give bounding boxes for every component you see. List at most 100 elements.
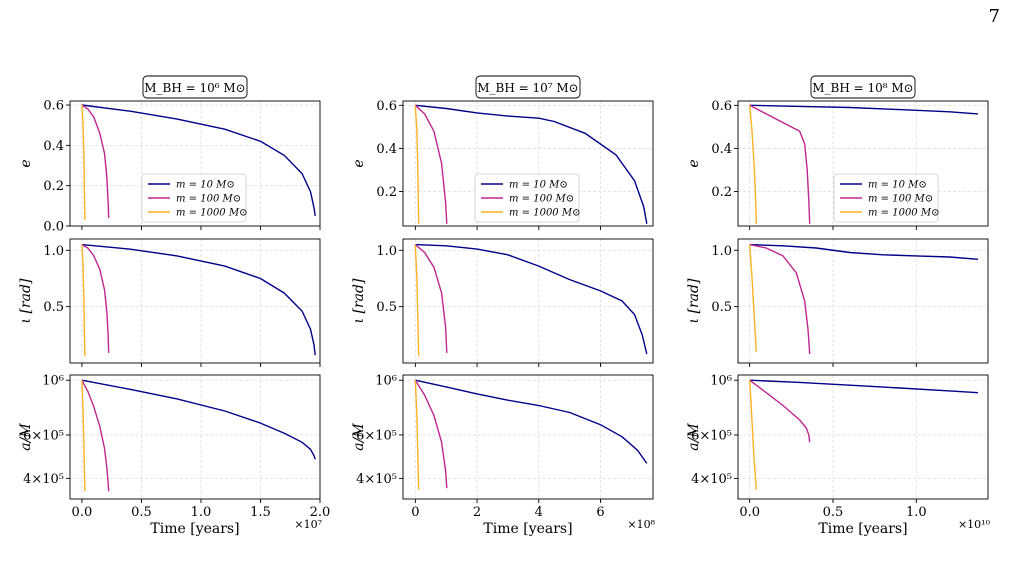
- legend-label: m = 100 M⊙: [868, 194, 933, 205]
- y-tick-label: 1.0: [376, 244, 397, 259]
- y-axis-label: a/M: [18, 423, 34, 451]
- series-line: [81, 379, 316, 460]
- x-tick-label: 1.0: [906, 505, 927, 520]
- subplot-title-box: [810, 75, 916, 99]
- y-tick-label: 10⁶: [375, 374, 397, 389]
- subplot-grid: M_BH = 10⁶ M⊙ 0.0 0.2 0.4 0.6 e m = 10 M⊙ m = 1…: [18, 75, 991, 537]
- x-multiplier: ×10⁸: [627, 518, 655, 531]
- x-axis-label: Time [years]: [483, 521, 572, 537]
- legend-label: m = 10 M⊙: [868, 180, 927, 191]
- x-tick-label: 0: [411, 505, 419, 520]
- subplot-title-box: [475, 75, 581, 99]
- legend-box: [474, 173, 580, 223]
- x-tick-label: 2.0: [310, 505, 331, 520]
- legend-label: m = 10 M⊙: [509, 180, 568, 191]
- legend-label: m = 1000 M⊙: [868, 208, 939, 219]
- y-tick-label: 0.4: [43, 139, 64, 154]
- series-line: [749, 104, 811, 224]
- y-tick-label: 0.6: [376, 99, 397, 114]
- axes-frame: [737, 374, 989, 500]
- series-line: [749, 379, 979, 394]
- y-axis-label: ι [rad]: [686, 278, 702, 323]
- y-tick-label: 0.5: [43, 300, 64, 315]
- legend-label: m = 1000 M⊙: [176, 208, 247, 219]
- x-tick-label: 0.0: [72, 505, 93, 520]
- legend-box: [141, 173, 247, 223]
- x-tick-label: 2: [473, 505, 481, 520]
- axes-frame: [737, 100, 989, 227]
- y-axis-label: e: [351, 159, 367, 167]
- y-tick-label: 0.2: [711, 185, 732, 200]
- axes-frame: [402, 374, 654, 500]
- series-line: [415, 243, 648, 355]
- x-tick-label: 6: [596, 505, 604, 520]
- y-tick-label: 4×10⁵: [356, 472, 397, 487]
- series-line: [415, 379, 648, 464]
- series-line: [414, 244, 420, 357]
- subplot-title-box: [142, 75, 248, 99]
- subplot-title: M_BH = 10⁷ M⊙: [477, 81, 579, 95]
- x-tick-label: 0.5: [823, 505, 844, 520]
- x-tick-label: 4: [535, 505, 543, 520]
- y-tick-label: 4×10⁵: [23, 472, 64, 487]
- x-tick-label: 1.5: [250, 505, 271, 520]
- y-tick-label: 6×10⁵: [691, 428, 732, 443]
- legend-label: m = 100 M⊙: [509, 194, 574, 205]
- y-tick-label: 4×10⁵: [691, 472, 732, 487]
- legend-box: [833, 173, 939, 223]
- series-line: [81, 104, 110, 218]
- series-line: [81, 244, 86, 357]
- legend-label: m = 1000 M⊙: [509, 208, 580, 219]
- y-axis-label: e: [686, 159, 702, 167]
- y-axis-label: ι [rad]: [351, 278, 367, 323]
- y-tick-label: 10⁶: [42, 374, 64, 389]
- x-multiplier: ×10⁷: [294, 518, 322, 531]
- y-tick-label: 0.2: [376, 185, 397, 200]
- series-line: [749, 105, 757, 224]
- y-tick-label: 0.4: [376, 142, 397, 157]
- series-line: [81, 104, 86, 221]
- y-tick-label: 0.2: [43, 179, 64, 194]
- y-tick-label: 0.4: [711, 142, 732, 157]
- series-line: [414, 379, 448, 489]
- series-line: [81, 104, 316, 217]
- y-tick-label: 1.0: [43, 244, 64, 259]
- series-line: [414, 244, 448, 353]
- x-multiplier: ×10¹⁰: [958, 518, 991, 531]
- series-line: [414, 380, 420, 490]
- y-tick-label: 6×10⁵: [356, 428, 397, 443]
- y-tick-label: 6×10⁵: [23, 428, 64, 443]
- axes-frame: [737, 238, 989, 364]
- x-tick-label: 1.0: [191, 505, 212, 520]
- y-tick-label: 0.5: [376, 300, 397, 315]
- y-axis-label: e: [18, 159, 34, 167]
- series-line: [749, 244, 757, 352]
- series-line: [749, 243, 979, 260]
- x-tick-label: 0.0: [739, 505, 760, 520]
- x-axis-label: Time [years]: [150, 521, 239, 537]
- legend-label: m = 10 M⊙: [176, 180, 235, 191]
- x-axis-label: Time [years]: [818, 521, 907, 537]
- axes-frame: [69, 100, 321, 227]
- y-tick-label: 10⁶: [710, 374, 732, 389]
- series-line: [81, 380, 86, 492]
- series-line: [749, 243, 811, 355]
- subplot-title: M_BH = 10⁸ M⊙: [812, 81, 914, 95]
- y-tick-label: 0.0: [43, 220, 64, 235]
- y-axis-label: a/M: [686, 423, 702, 451]
- axes-frame: [402, 238, 654, 364]
- y-tick-label: 1.0: [711, 244, 732, 259]
- x-tick-label: 0.5: [131, 505, 152, 520]
- axes-frame: [402, 100, 654, 227]
- subplot-title: M_BH = 10⁶ M⊙: [144, 81, 246, 95]
- axes-frame: [69, 238, 321, 364]
- legend-label: m = 100 M⊙: [176, 194, 241, 205]
- series-line: [749, 380, 757, 490]
- series-line: [749, 104, 979, 115]
- y-tick-label: 0.6: [43, 99, 64, 114]
- page-number: 7: [989, 6, 1000, 27]
- series-line: [81, 379, 110, 492]
- y-axis-label: ι [rad]: [18, 278, 34, 323]
- series-line: [81, 243, 110, 353]
